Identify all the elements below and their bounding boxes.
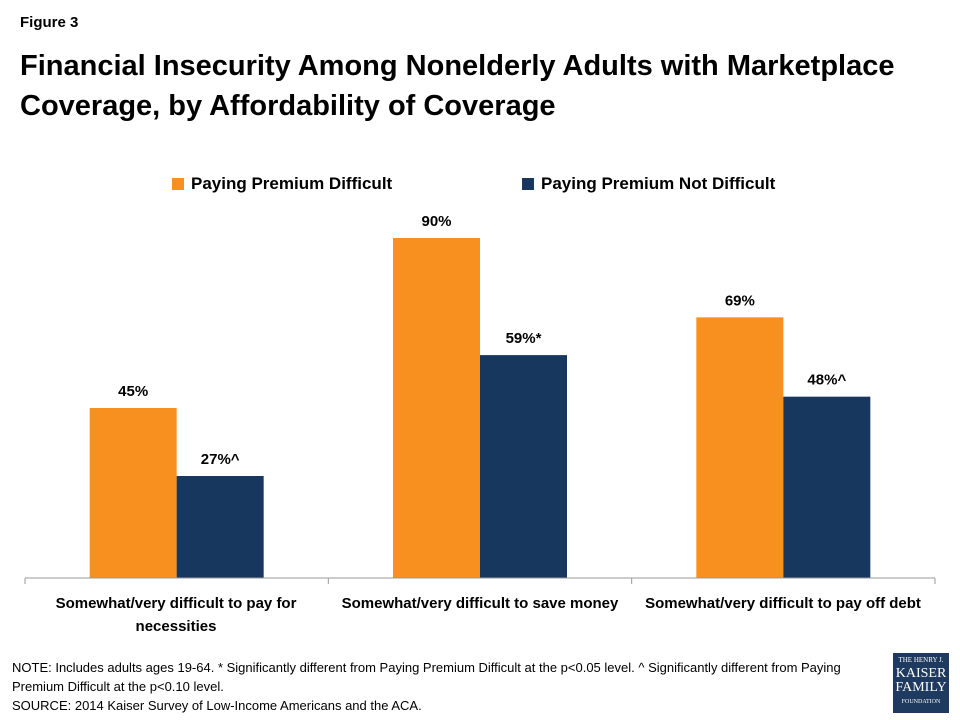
legend-item-not-difficult: Paying Premium Not Difficult (522, 174, 775, 194)
bar (480, 355, 567, 578)
data-label: 45% (118, 383, 148, 400)
bar (696, 317, 784, 578)
data-label: 90% (421, 213, 451, 230)
legend-swatch (172, 178, 184, 190)
logo-text: FOUNDATION (901, 699, 941, 705)
note-text: NOTE: Includes adults ages 19-64. * Sign… (12, 660, 841, 694)
legend-item-difficult: Paying Premium Difficult (172, 174, 392, 194)
bar (783, 396, 871, 578)
data-label: 27%^ (201, 451, 240, 468)
legend-swatch (522, 178, 534, 190)
source-text: SOURCE: 2014 Kaiser Survey of Low-Income… (12, 698, 422, 713)
chart-title: Financial Insecurity Among Nonelderly Ad… (20, 50, 895, 122)
logo-text: KAISER (895, 666, 947, 681)
kff-logo: THE HENRY J. KAISER FAMILY FOUNDATION (893, 653, 949, 713)
bar (89, 408, 177, 578)
category-label: Somewhat/very difficult to save money (341, 595, 619, 612)
footnote: NOTE: Includes adults ages 19-64. * Sign… (12, 658, 852, 715)
data-label: 59%* (506, 330, 542, 347)
bar (176, 476, 264, 578)
logo-text: FAMILY (895, 680, 947, 695)
figure-label: Figure 3 (20, 14, 79, 31)
logo-text: THE HENRY J. (898, 656, 944, 664)
category-label: Somewhat/very difficult to pay for neces… (55, 595, 297, 635)
legend-label: Paying Premium Not Difficult (541, 174, 776, 193)
data-label: 69% (725, 292, 755, 309)
category-label: Somewhat/very difficult to pay off debt (645, 595, 921, 612)
legend-label: Paying Premium Difficult (191, 174, 393, 193)
bar (393, 238, 480, 578)
data-label: 48%^ (807, 372, 846, 389)
